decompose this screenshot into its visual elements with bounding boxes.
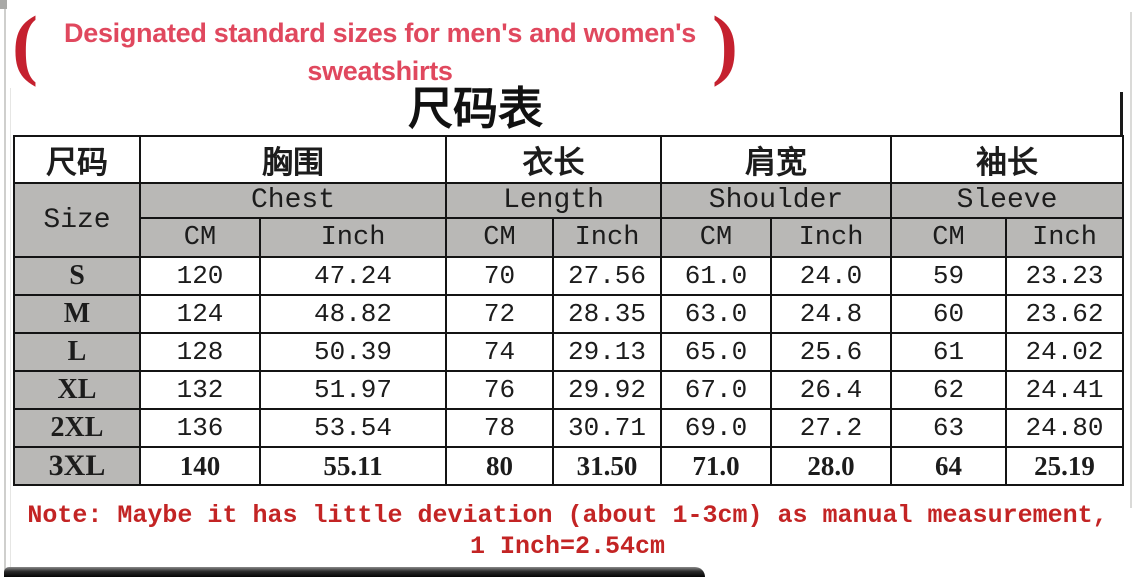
table-right-border-extension bbox=[1120, 92, 1123, 138]
size-label: L bbox=[13, 332, 141, 372]
cropped-bottom-bar bbox=[4, 567, 705, 577]
value-cell: 28.35 bbox=[552, 294, 662, 334]
value-cell: 67.0 bbox=[660, 370, 772, 410]
unit-shoulder-inch: Inch bbox=[770, 217, 892, 258]
value-cell: 29.13 bbox=[552, 332, 662, 372]
header-row-en: Size Chest Length Shoulder Sleeve bbox=[13, 182, 1124, 258]
value-cell: 128 bbox=[139, 332, 261, 372]
value-cell: 63 bbox=[890, 408, 1007, 448]
value-cell: 71.0 bbox=[660, 446, 772, 486]
header-length-en: Length bbox=[445, 182, 662, 219]
header-row-cn: 尺码 胸围 衣长 肩宽 袖长 bbox=[13, 135, 1124, 184]
value-cell: 24.41 bbox=[1005, 370, 1124, 410]
value-cell: 72 bbox=[445, 294, 554, 334]
value-cell: 47.24 bbox=[259, 256, 447, 296]
value-cell: 61 bbox=[890, 332, 1007, 372]
unit-length-inch: Inch bbox=[552, 217, 662, 258]
note-line1: Note: Maybe it has little deviation (abo… bbox=[27, 501, 1108, 530]
value-cell: 27.2 bbox=[770, 408, 892, 448]
page-edge-left-inner bbox=[10, 88, 11, 570]
value-cell: 53.54 bbox=[259, 408, 447, 448]
value-cell: 24.02 bbox=[1005, 332, 1124, 372]
size-label: XL bbox=[13, 370, 141, 410]
close-paren-decoration: ) bbox=[712, 0, 738, 87]
size-label: M bbox=[13, 294, 141, 334]
value-cell: 31.50 bbox=[552, 446, 662, 486]
value-cell: 132 bbox=[139, 370, 261, 410]
page-title-line1: Designated standard sizes for men's and … bbox=[64, 18, 696, 48]
value-cell: 50.39 bbox=[259, 332, 447, 372]
value-cell: 51.97 bbox=[259, 370, 447, 410]
value-cell: 60 bbox=[890, 294, 1007, 334]
unit-chest-inch: Inch bbox=[259, 217, 447, 258]
note-line2: 1 Inch=2.54cm bbox=[469, 532, 666, 561]
page-edge-left bbox=[4, 0, 6, 577]
value-cell: 23.23 bbox=[1005, 256, 1124, 296]
value-cell: 27.56 bbox=[552, 256, 662, 296]
header-chest-cn: 胸围 bbox=[139, 135, 447, 184]
table-row-2xl: 2XL 136 53.54 78 30.71 69.0 27.2 63 24.8… bbox=[13, 408, 1124, 448]
value-cell: 59 bbox=[890, 256, 1007, 296]
corner-artifact bbox=[0, 0, 7, 9]
value-cell: 78 bbox=[445, 408, 554, 448]
table-row-xl: XL 132 51.97 76 29.92 67.0 26.4 62 24.41 bbox=[13, 370, 1124, 410]
value-cell: 28.0 bbox=[770, 446, 892, 486]
header-sleeve-cn: 袖长 bbox=[890, 135, 1124, 184]
value-cell: 25.6 bbox=[770, 332, 892, 372]
value-cell: 69.0 bbox=[660, 408, 772, 448]
unit-length-cm: CM bbox=[445, 217, 554, 258]
measurement-note: Note: Maybe it has little deviation (abo… bbox=[13, 500, 1122, 562]
unit-chest-cm: CM bbox=[139, 217, 261, 258]
table-row-3xl: 3XL 140 55.11 80 31.50 71.0 28.0 64 25.1… bbox=[13, 446, 1124, 486]
page-edge-right bbox=[1130, 12, 1132, 508]
open-paren-decoration: ( bbox=[12, 0, 38, 87]
value-cell: 24.8 bbox=[770, 294, 892, 334]
header-sleeve-en: Sleeve bbox=[890, 182, 1124, 219]
header-shoulder-en: Shoulder bbox=[660, 182, 892, 219]
value-cell: 55.11 bbox=[259, 446, 447, 486]
value-cell: 124 bbox=[139, 294, 261, 334]
value-cell: 63.0 bbox=[660, 294, 772, 334]
header-chest-en: Chest bbox=[139, 182, 447, 219]
unit-shoulder-cm: CM bbox=[660, 217, 772, 258]
value-cell: 26.4 bbox=[770, 370, 892, 410]
value-cell: 64 bbox=[890, 446, 1007, 486]
table-row-m: M 124 48.82 72 28.35 63.0 24.8 60 23.62 bbox=[13, 294, 1124, 334]
value-cell: 120 bbox=[139, 256, 261, 296]
headline-block: ( Designated standard sizes for men's an… bbox=[0, 0, 770, 100]
size-label: S bbox=[13, 256, 141, 296]
header-length-cn: 衣长 bbox=[445, 135, 662, 184]
value-cell: 65.0 bbox=[660, 332, 772, 372]
header-size-en: Size bbox=[13, 182, 141, 258]
value-cell: 23.62 bbox=[1005, 294, 1124, 334]
value-cell: 76 bbox=[445, 370, 554, 410]
value-cell: 136 bbox=[139, 408, 261, 448]
value-cell: 62 bbox=[890, 370, 1007, 410]
header-size-cn: 尺码 bbox=[13, 135, 141, 184]
unit-sleeve-inch: Inch bbox=[1005, 217, 1124, 258]
value-cell: 80 bbox=[445, 446, 554, 486]
page-title-line2: sweatshirts bbox=[307, 56, 453, 86]
value-cell: 74 bbox=[445, 332, 554, 372]
size-chart-table: 尺码 胸围 衣长 肩宽 袖长 Size Chest Length Shoulde… bbox=[13, 135, 1124, 486]
header-shoulder-cn: 肩宽 bbox=[660, 135, 892, 184]
value-cell: 140 bbox=[139, 446, 261, 486]
value-cell: 70 bbox=[445, 256, 554, 296]
value-cell: 61.0 bbox=[660, 256, 772, 296]
value-cell: 48.82 bbox=[259, 294, 447, 334]
table-row-l: L 128 50.39 74 29.13 65.0 25.6 61 24.02 bbox=[13, 332, 1124, 372]
value-cell: 24.0 bbox=[770, 256, 892, 296]
size-label: 3XL bbox=[13, 446, 141, 486]
size-label: 2XL bbox=[13, 408, 141, 448]
value-cell: 29.92 bbox=[552, 370, 662, 410]
value-cell: 30.71 bbox=[552, 408, 662, 448]
unit-sleeve-cm: CM bbox=[890, 217, 1007, 258]
page-title: Designated standard sizes for men's and … bbox=[40, 16, 720, 88]
value-cell: 25.19 bbox=[1005, 446, 1124, 486]
header-row-units: CM Inch CM Inch CM Inch CM Inch bbox=[14, 217, 1124, 258]
size-chart-heading-cn: 尺码表 bbox=[408, 84, 544, 134]
table-row-s: S 120 47.24 70 27.56 61.0 24.0 59 23.23 bbox=[13, 256, 1124, 296]
value-cell: 24.80 bbox=[1005, 408, 1124, 448]
